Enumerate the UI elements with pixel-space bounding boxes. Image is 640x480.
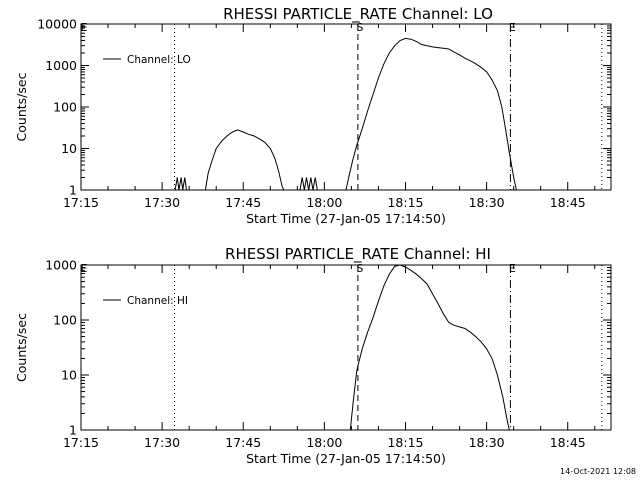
x-tick-label: 17:45: [225, 195, 261, 210]
y-tick-label: 1: [69, 423, 77, 438]
chart-title: RHESSI PARTICLE_RATE Channel: LO: [223, 5, 493, 24]
y-tick-label: 10: [61, 141, 77, 156]
y-axis-label: Counts/sec: [14, 72, 29, 141]
y-tick-label: 1: [69, 183, 77, 198]
corner-label: E: [81, 21, 88, 34]
y-tick-label: 100: [53, 100, 77, 115]
series-line: [345, 37, 517, 191]
y-tick-label: 10: [61, 368, 77, 383]
x-axis-label: Start Time (27-Jan-05 17:14:50): [246, 211, 446, 226]
legend-entry: Channel: LO: [127, 54, 191, 66]
x-tick-label: 17:45: [225, 435, 261, 450]
series-line: [349, 264, 510, 431]
x-tick-label: 18:00: [306, 195, 342, 210]
timestamp: 14-Oct-2021 12:08: [560, 467, 636, 476]
x-tick-label: 18:15: [387, 195, 423, 210]
vline-label: E: [509, 262, 516, 275]
panel-2: RHESSI PARTICLE_RATE Channel: HI 1 10 100 10…: [14, 245, 612, 466]
x-tick-label: 17:30: [144, 195, 180, 210]
legend-entry: Channel: HI: [127, 295, 188, 307]
series-line: [299, 177, 318, 191]
y-tick-label: 1000: [45, 258, 77, 273]
x-tick-label: 18:30: [469, 195, 505, 210]
y-tick-label: 100: [53, 313, 77, 328]
vline-label: E: [509, 21, 516, 34]
chart-title: RHESSI PARTICLE_RATE Channel: HI: [225, 245, 491, 264]
corner-label: E: [81, 262, 88, 275]
x-tick-label: 18:45: [550, 435, 586, 450]
panel-1: RHESSI PARTICLE_RATE Channel: LO 1 10 100 10…: [14, 5, 612, 226]
x-tick-label: 18:45: [550, 195, 586, 210]
series-line: [174, 177, 187, 191]
series-line: [204, 129, 285, 191]
x-tick-label: 17:15: [63, 195, 99, 210]
x-tick-label: 17:30: [144, 435, 180, 450]
x-tick-label: 18:00: [306, 435, 342, 450]
x-axis-label: Start Time (27-Jan-05 17:14:50): [246, 451, 446, 466]
y-tick-label: 1000: [45, 58, 77, 73]
plot-frame: [80, 264, 612, 431]
y-axis-label: Counts/sec: [14, 313, 29, 382]
vline-label: S: [356, 262, 363, 275]
vline-label: S: [356, 21, 363, 34]
y-tick-label: 10000: [37, 17, 77, 32]
plot-frame: [80, 23, 612, 191]
x-tick-label: 18:15: [387, 435, 423, 450]
x-tick-label: 17:15: [63, 435, 99, 450]
x-tick-label: 18:30: [469, 435, 505, 450]
